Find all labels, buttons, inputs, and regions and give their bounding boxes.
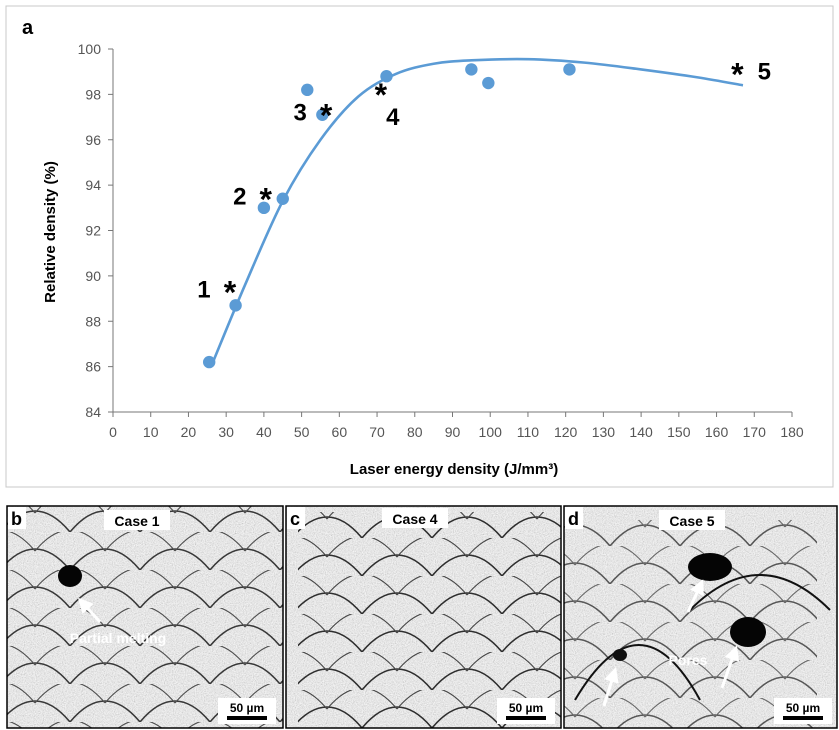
data-point [257, 201, 271, 215]
data-point [229, 299, 242, 312]
case-marker-asterisk: * [224, 274, 237, 310]
data-point [202, 355, 216, 369]
x-tick-label: 40 [256, 424, 272, 440]
x-tick-label: 170 [743, 424, 767, 440]
y-axis-label: Relative density (%) [42, 161, 59, 303]
panel-a-frame [5, 5, 834, 488]
x-tick-label: 80 [407, 424, 423, 440]
case-5-label: Case 5 [669, 513, 714, 529]
data-point [316, 108, 329, 121]
y-tick-label: 94 [85, 177, 101, 193]
y-tick-label: 96 [85, 132, 101, 148]
partial-melting-defect [58, 565, 82, 587]
scale-bar-label-d: 50 µm [786, 701, 820, 715]
y-tick-label: 92 [85, 223, 101, 239]
x-tick-label: 180 [780, 424, 804, 440]
panel-d-letter: d [568, 509, 579, 529]
micrograph-case-1: b Case 1 Partial melting 50 µm [6, 505, 284, 729]
scale-bar-c [506, 716, 546, 720]
chart-axes [108, 48, 793, 417]
x-tick-label: 110 [517, 424, 540, 440]
data-point [301, 83, 314, 97]
case-markers: *1*2*3 *4* 5 [197, 57, 771, 311]
y-tick-label: 86 [85, 359, 101, 375]
panel-b-letter: b [11, 509, 22, 529]
data-point [482, 76, 495, 90]
case-4-label: Case 4 [392, 511, 437, 527]
data-point [563, 63, 576, 76]
pores-label: Pores [669, 652, 708, 668]
x-tick-label: 30 [218, 424, 234, 440]
case-marker-label: 1 [197, 276, 210, 303]
data-point [380, 70, 393, 83]
pore-arrow-3 [602, 667, 619, 707]
scale-bar-label-b: 50 µm [230, 701, 264, 715]
panel-c-letter: c [290, 509, 300, 529]
x-tick-label: 60 [332, 424, 348, 440]
x-tick-label: 90 [445, 424, 461, 440]
data-points [202, 63, 576, 369]
case-1-label: Case 1 [114, 513, 159, 529]
x-tick-label: 140 [629, 424, 653, 440]
partial-melting-arrow [77, 597, 102, 624]
case-marker-label: 4 [386, 104, 400, 131]
partial-melting-label: Partial melting [70, 630, 166, 646]
panel-a-letter: a [22, 17, 34, 39]
x-tick-label: 120 [554, 424, 578, 440]
scale-bar-b [227, 716, 267, 720]
fit-curve [211, 57, 744, 363]
data-point [276, 192, 289, 205]
x-tick-label: 0 [109, 424, 117, 440]
x-tick-label: 10 [143, 424, 159, 440]
pore-arrow-2 [720, 645, 740, 689]
x-axis-label: Laser energy density (J/mm³) [350, 461, 558, 478]
scale-bar-d [783, 716, 823, 720]
y-tick-label: 90 [85, 268, 101, 284]
x-tick-label: 150 [667, 424, 691, 440]
x-tick-labels: 0 10 20 30 40 50 60 70 80 90 100 110 120 130 140 150 160… [109, 424, 804, 440]
case-marker-asterisk: * [731, 57, 744, 93]
y-tick-label: 88 [85, 313, 101, 329]
case-marker-asterisk: * [260, 181, 273, 217]
pore-1 [688, 553, 732, 581]
pore-arrow-1 [686, 579, 704, 613]
x-tick-label: 160 [705, 424, 729, 440]
micrograph-case-5: d Case 5 Pores 50 µm [563, 505, 838, 729]
case-marker-label: 5 [758, 59, 771, 86]
density-chart: 0 10 20 30 40 50 60 70 80 90 100 110 120 130 140 150 160… [42, 41, 804, 478]
case-marker-asterisk: * [320, 98, 333, 134]
y-tick-label: 100 [78, 41, 102, 57]
case-marker-asterisk: * [375, 77, 388, 113]
case-marker-label: 3 [293, 100, 306, 127]
x-tick-label: 100 [479, 424, 503, 440]
pore-2 [730, 617, 766, 647]
x-tick-label: 20 [181, 424, 197, 440]
x-tick-label: 70 [369, 424, 385, 440]
scale-bar-label-c: 50 µm [509, 701, 543, 715]
data-point [465, 63, 478, 76]
micrograph-case-4: c Case 4 50 µm [285, 505, 562, 729]
case-marker-label: 2 [233, 183, 246, 210]
y-tick-label: 98 [85, 86, 101, 102]
y-tick-label: 84 [85, 404, 101, 420]
x-tick-label: 130 [592, 424, 616, 440]
pore-3 [613, 649, 627, 661]
x-tick-label: 50 [294, 424, 310, 440]
y-tick-labels: 84 86 88 90 92 94 96 98 100 [78, 41, 102, 420]
